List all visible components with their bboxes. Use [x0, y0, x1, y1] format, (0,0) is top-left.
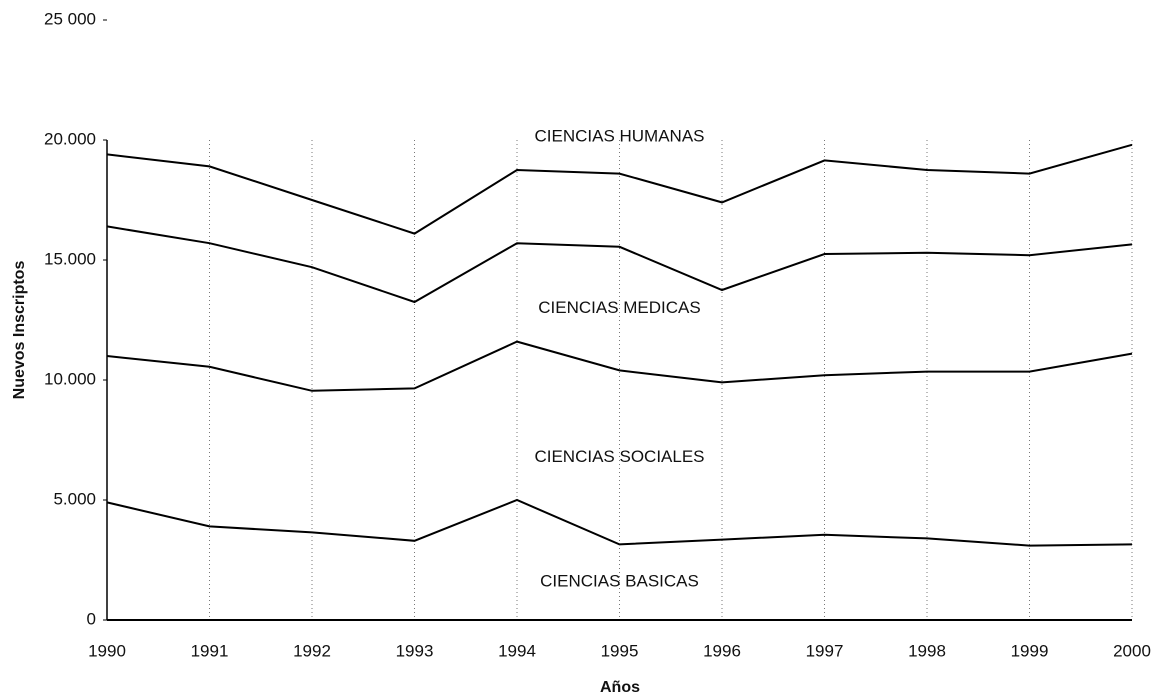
series-label: CIENCIAS SOCIALES — [534, 447, 704, 466]
y-tick-label: 25 000 — [44, 9, 96, 28]
series-label: CIENCIAS HUMANAS — [534, 126, 704, 145]
area-line — [106, 498, 1133, 547]
area-line — [106, 225, 1133, 304]
x-tick-label: 1990 — [88, 641, 126, 660]
x-tick-label: 1993 — [396, 641, 434, 660]
x-tick-label: 1997 — [806, 641, 844, 660]
series-label: CIENCIAS MEDICAS — [538, 298, 700, 317]
area-line — [106, 143, 1133, 235]
x-tick-label: 2000 — [1113, 641, 1151, 660]
y-tick-label: 20.000 — [44, 129, 96, 148]
x-tick-label: 1996 — [703, 641, 741, 660]
series-label: CIENCIAS BASICAS — [540, 572, 699, 591]
y-tick-label: 5.000 — [53, 489, 96, 508]
y-tick-label: 10.000 — [44, 369, 96, 388]
area-line — [106, 340, 1133, 392]
y-axis-title: Nuevos Inscriptos — [11, 261, 28, 400]
x-tick-label: 1995 — [601, 641, 639, 660]
x-tick-label: 1991 — [191, 641, 229, 660]
x-tick-label: 1992 — [293, 641, 331, 660]
y-tick-label: 0 — [87, 609, 96, 628]
x-tick-label: 1999 — [1011, 641, 1049, 660]
x-tick-label: 1998 — [908, 641, 946, 660]
x-tick-label: 1994 — [498, 641, 536, 660]
y-tick-label: 15.000 — [44, 249, 96, 268]
x-axis-title: Años — [600, 679, 640, 696]
